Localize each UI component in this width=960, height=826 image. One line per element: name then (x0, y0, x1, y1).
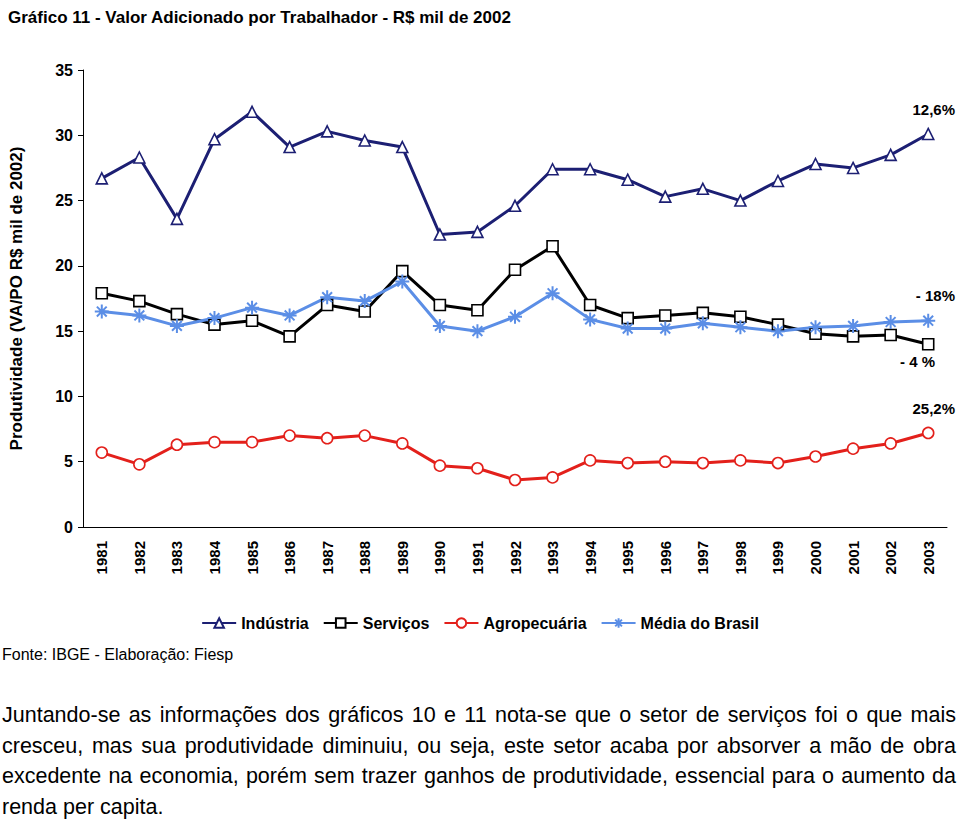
svg-text:2000: 2000 (807, 541, 824, 574)
svg-text:25: 25 (55, 192, 73, 209)
svg-text:1993: 1993 (544, 541, 561, 574)
svg-text:20: 20 (55, 257, 73, 274)
svg-text:- 18%: - 18% (916, 287, 955, 304)
svg-text:1996: 1996 (657, 541, 674, 574)
svg-text:2002: 2002 (882, 541, 899, 574)
svg-text:Gráfico 11 - Valor Adicionado: Gráfico 11 - Valor Adicionado por Trabal… (8, 8, 511, 27)
svg-text:5: 5 (64, 453, 73, 470)
svg-text:1998: 1998 (732, 541, 749, 574)
svg-text:1985: 1985 (244, 541, 261, 574)
svg-text:Produtividade (VA/PO R$ mil de: Produtividade (VA/PO R$ mil de 2002) (7, 147, 26, 451)
svg-text:1982: 1982 (131, 541, 148, 574)
svg-text:15: 15 (55, 323, 73, 340)
svg-text:1983: 1983 (168, 541, 185, 574)
svg-text:0: 0 (64, 519, 73, 536)
svg-text:2003: 2003 (920, 541, 937, 574)
svg-text:35: 35 (55, 62, 73, 79)
svg-text:1992: 1992 (507, 541, 524, 574)
svg-text:Fonte: IBGE - Elaboração: Fies: Fonte: IBGE - Elaboração: Fiesp (2, 646, 233, 663)
svg-text:30: 30 (55, 127, 73, 144)
svg-text:1986: 1986 (281, 541, 298, 574)
svg-text:1994: 1994 (582, 540, 599, 574)
svg-text:1984: 1984 (206, 540, 223, 574)
svg-text:Serviços: Serviços (363, 615, 430, 632)
svg-text:1995: 1995 (619, 541, 636, 574)
svg-text:- 4 %: - 4 % (900, 353, 935, 370)
svg-text:1981: 1981 (93, 541, 110, 574)
html-text:Juntando-se as informações dos: Juntando-se as informações dos gráficos … (2, 703, 956, 819)
svg-text:2001: 2001 (845, 541, 862, 574)
svg-text:1989: 1989 (394, 541, 411, 574)
svg-text:1997: 1997 (694, 541, 711, 574)
svg-text:1987: 1987 (319, 541, 336, 574)
svg-text:1991: 1991 (469, 541, 486, 574)
svg-text:12,6%: 12,6% (912, 101, 955, 118)
svg-text:1988: 1988 (356, 541, 373, 574)
svg-text:Agropecuária: Agropecuária (483, 615, 586, 632)
svg-text:25,2%: 25,2% (912, 400, 955, 417)
svg-text:Indústria: Indústria (241, 615, 309, 632)
svg-text:10: 10 (55, 388, 73, 405)
svg-text:Média do Brasil: Média do Brasil (641, 615, 759, 632)
svg-text:1999: 1999 (769, 541, 786, 574)
svg-text:1990: 1990 (431, 541, 448, 574)
